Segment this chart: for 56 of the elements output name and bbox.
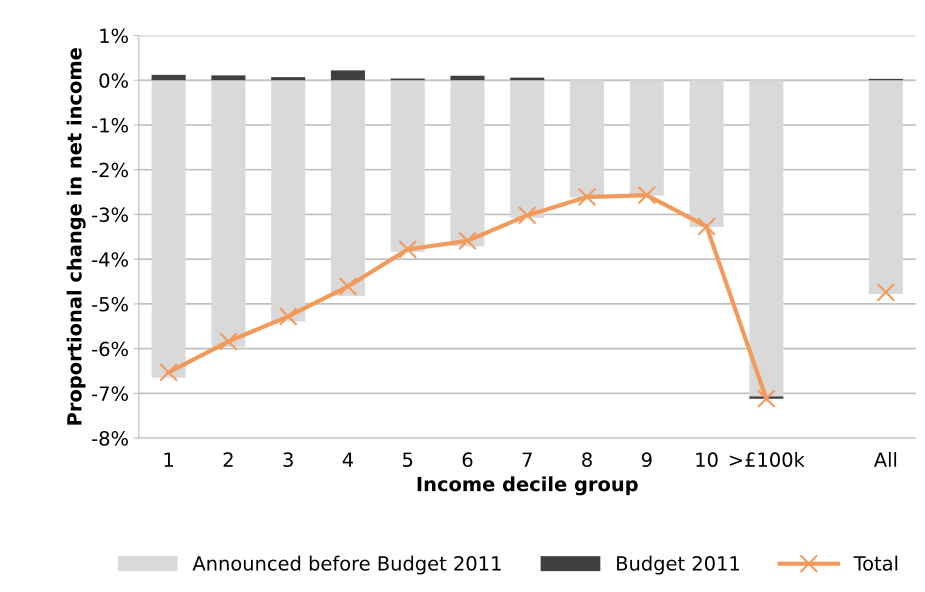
point bbox=[756, 389, 776, 408]
y-tick-label: -2% bbox=[92, 162, 128, 178]
x-axis-title: Income decile group bbox=[418, 476, 638, 496]
point bbox=[338, 277, 358, 296]
y-tick-label: -4% bbox=[92, 252, 128, 267]
point bbox=[278, 307, 298, 326]
x-tick-label: 8 bbox=[582, 452, 592, 468]
bar bbox=[749, 80, 784, 396]
bar bbox=[450, 80, 485, 246]
point bbox=[637, 186, 656, 205]
y-tick-label: -7% bbox=[92, 386, 128, 402]
x-tick-label: All bbox=[874, 452, 896, 467]
x-tick-label: 5 bbox=[403, 452, 412, 468]
point bbox=[697, 217, 716, 236]
x-tick-label: >£100k bbox=[730, 452, 805, 468]
point bbox=[876, 282, 896, 302]
x-tick-label: 3 bbox=[283, 452, 293, 468]
x-tick-label: 2 bbox=[224, 452, 233, 467]
y-tick-label: -5% bbox=[92, 296, 128, 312]
bar bbox=[510, 80, 544, 218]
bar bbox=[152, 74, 186, 80]
bar bbox=[630, 80, 664, 196]
y-tick-label: -6% bbox=[92, 342, 128, 356]
legend-label: Total bbox=[854, 556, 898, 571]
point bbox=[398, 240, 418, 259]
bar bbox=[211, 75, 246, 80]
x-tick-label: 4 bbox=[342, 452, 354, 467]
bar bbox=[211, 80, 246, 347]
x-tick-label: 1 bbox=[164, 452, 174, 467]
bar bbox=[152, 80, 186, 378]
bar bbox=[510, 78, 544, 80]
legend-label: Announced before Budget 2011 bbox=[192, 556, 501, 574]
bar bbox=[690, 80, 724, 227]
point bbox=[518, 206, 537, 225]
bar bbox=[570, 80, 604, 198]
y-axis-title: Proportional change in net income bbox=[66, 48, 86, 425]
x-tick-label: 9 bbox=[642, 452, 652, 468]
bar bbox=[271, 77, 306, 80]
point bbox=[458, 231, 477, 250]
bar bbox=[330, 70, 365, 80]
y-tick-label: -1% bbox=[92, 118, 128, 133]
point bbox=[159, 362, 178, 382]
x-tick-label: 6 bbox=[462, 452, 472, 468]
y-tick-label: 1% bbox=[100, 28, 128, 44]
bar bbox=[868, 80, 903, 294]
bar bbox=[330, 80, 365, 296]
bar bbox=[271, 80, 306, 322]
bar bbox=[390, 80, 425, 252]
x-tick-label: 10 bbox=[696, 452, 718, 468]
point bbox=[219, 332, 238, 351]
x-tick-label: 7 bbox=[522, 452, 532, 467]
point bbox=[578, 188, 596, 206]
y-tick-label: 0% bbox=[99, 73, 128, 88]
y-tick-label: -3% bbox=[92, 207, 128, 222]
legend-label: Budget 2011 bbox=[617, 556, 740, 574]
y-tick-label: -8% bbox=[92, 431, 128, 446]
